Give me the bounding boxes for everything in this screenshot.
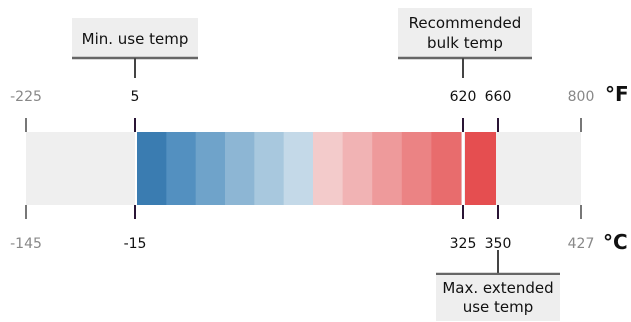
celsius-mark-min-use: -15 (124, 236, 147, 252)
celsius-min-label: -145 (10, 236, 42, 252)
fahrenheit-max-label: 800 (568, 89, 595, 105)
red-band-3 (372, 132, 403, 205)
extended-temp-callout-box (436, 275, 560, 321)
extended-temp-callout-line-2: use temp (463, 298, 534, 316)
min-use-callout: Min. use temp (72, 18, 198, 78)
bulk-temp-callout-box (398, 8, 532, 58)
min-use-callout-label: Min. use temp (82, 30, 189, 48)
red-band-4 (401, 132, 432, 205)
celsius-mark-extended: 350 (485, 236, 512, 252)
fahrenheit-mark-min-use: 5 (131, 89, 140, 105)
blue-band-5 (254, 132, 285, 205)
fahrenheit-min-label: -225 (10, 89, 42, 105)
blue-band-2 (166, 132, 197, 205)
celsius-max-label: 427 (568, 236, 595, 252)
extended-temp-callout-line-1: Max. extended (442, 279, 553, 297)
fahrenheit-mark-extended: 660 (485, 89, 512, 105)
celsius-mark-bulk: 325 (450, 236, 477, 252)
min-use-callout-box (72, 18, 198, 58)
bulk-temp-callout-line-1: Recommended (409, 14, 522, 32)
fahrenheit-mark-bulk: 620 (450, 89, 477, 105)
blue-band-1 (137, 132, 167, 205)
blue-band-4 (225, 132, 255, 205)
extended-temp-callout: Max. extended use temp (436, 250, 560, 321)
bulk-temp-callout-line-2: bulk temp (427, 34, 503, 52)
red-band-5 (431, 132, 462, 205)
temperature-color-bands (135, 132, 496, 205)
celsius-unit-label: °C (603, 230, 628, 254)
red-band-6 (465, 132, 496, 205)
red-band-2 (342, 132, 373, 205)
red-band-1 (313, 132, 344, 205)
blue-band-6 (283, 132, 314, 205)
blue-band-3 (195, 132, 226, 205)
bulk-temp-callout: Recommended bulk temp (398, 8, 532, 78)
fahrenheit-unit-label: °F (605, 82, 629, 106)
